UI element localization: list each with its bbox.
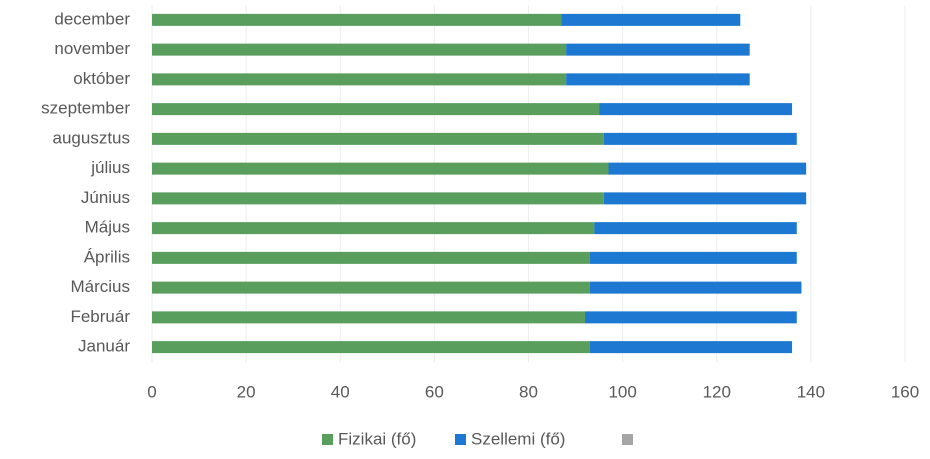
bar-segment — [152, 103, 600, 116]
y-tick-label: Május — [85, 218, 130, 237]
bar-segment — [603, 132, 797, 145]
bar-segment — [561, 13, 741, 26]
bar-segment — [152, 132, 604, 145]
x-tick-label: 40 — [331, 382, 350, 401]
bar-segment — [152, 222, 595, 235]
x-tick-label: 160 — [891, 382, 919, 401]
bar-segment — [603, 192, 807, 205]
bar-segment — [152, 281, 590, 294]
bar-segment — [152, 73, 567, 86]
x-tick-label: 20 — [237, 382, 256, 401]
bar-segment — [152, 43, 567, 56]
legend-label: Fizikai (fő) — [338, 429, 416, 448]
bar-segment — [566, 43, 750, 56]
bar-segment — [152, 341, 590, 354]
y-tick-label: Január — [78, 337, 130, 356]
x-tick-label: 140 — [797, 382, 825, 401]
x-tick-label: 120 — [703, 382, 731, 401]
bar-segment — [589, 281, 802, 294]
bar-segment — [608, 162, 807, 175]
bar-segment — [152, 311, 585, 324]
legend-swatch — [455, 434, 466, 445]
y-tick-label: december — [54, 9, 130, 28]
x-tick-label: 100 — [608, 382, 636, 401]
bar-segment — [152, 162, 609, 175]
x-tick-label: 60 — [425, 382, 444, 401]
bar-segment — [152, 13, 562, 26]
y-tick-label: november — [54, 39, 130, 58]
bar-segment — [599, 103, 793, 116]
legend-swatch — [622, 434, 633, 445]
legend-label: Szellemi (fő) — [471, 429, 565, 448]
y-tick-label: Március — [70, 277, 130, 296]
legend-swatch — [322, 434, 333, 445]
y-tick-label: augusztus — [53, 128, 131, 147]
x-tick-label: 0 — [147, 382, 156, 401]
y-tick-label: Február — [70, 307, 130, 326]
bar-segment — [589, 251, 797, 264]
y-tick-label: július — [90, 158, 130, 177]
bar-segment — [584, 311, 797, 324]
bar-segment — [152, 192, 604, 205]
y-tick-label: Április — [84, 247, 130, 266]
bar-segment — [589, 341, 793, 354]
y-tick-label: Június — [81, 188, 130, 207]
y-tick-label: szeptember — [41, 99, 130, 118]
bar-segment — [152, 251, 590, 264]
x-tick-label: 80 — [519, 382, 538, 401]
bar-segment — [594, 222, 797, 235]
bar-segment — [566, 73, 750, 86]
y-tick-label: október — [73, 69, 130, 88]
